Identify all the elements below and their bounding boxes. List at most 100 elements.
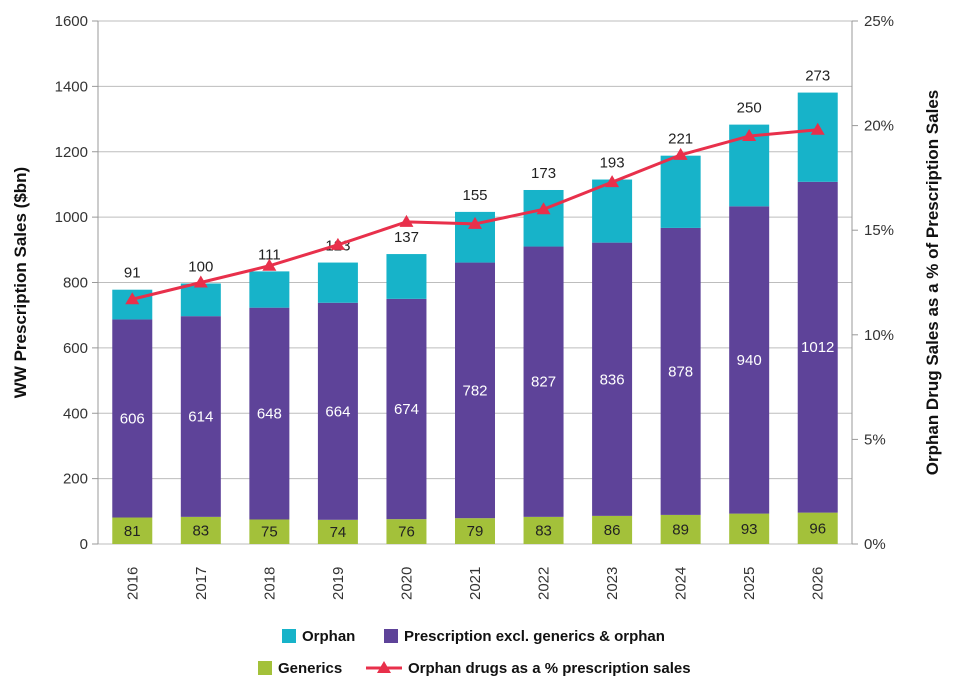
data-label: 827	[531, 374, 556, 391]
bar-generics	[797, 512, 838, 544]
bar-prescription	[797, 181, 838, 513]
bar-orphan	[386, 254, 427, 299]
y-tick-label: 1000	[55, 209, 88, 226]
data-label: 664	[325, 403, 350, 420]
data-label: 76	[398, 524, 415, 541]
bar-generics	[455, 518, 495, 544]
y-right-tick-label: 25%	[864, 13, 894, 30]
x-tick-label: 2019	[330, 567, 347, 600]
legend-swatch	[384, 629, 398, 643]
data-label: 782	[462, 382, 487, 399]
bar-generics	[317, 519, 358, 544]
y-tick-label: 600	[63, 340, 88, 357]
bar-prescription	[317, 302, 358, 520]
data-label: 81	[124, 523, 141, 540]
y-tick-label: 1400	[55, 78, 88, 95]
bar-prescription	[660, 227, 701, 515]
legend-marker-icon	[377, 661, 391, 673]
x-tick-label: 2024	[673, 567, 690, 600]
data-label: 250	[737, 100, 762, 117]
line-marker	[330, 237, 345, 250]
data-label: 155	[462, 187, 487, 204]
legend-label: Orphan	[302, 628, 355, 645]
bar-generics	[249, 519, 290, 544]
bar-generics	[729, 513, 770, 544]
line-marker	[262, 258, 277, 271]
data-label: 83	[192, 522, 209, 539]
x-tick-label: 2022	[536, 567, 553, 600]
x-tick-label: 2016	[124, 567, 141, 600]
data-label: 74	[330, 524, 347, 541]
line-marker	[125, 292, 140, 305]
line-marker	[399, 214, 414, 227]
data-label: 940	[737, 352, 762, 369]
y-right-tick-label: 20%	[864, 118, 894, 135]
line-marker	[810, 122, 825, 135]
x-tick-label: 2018	[261, 567, 278, 600]
data-label: 137	[394, 229, 419, 246]
bar-prescription	[455, 262, 495, 519]
line-marker	[468, 216, 482, 229]
legend-swatch	[258, 661, 272, 675]
data-label: 93	[741, 521, 758, 538]
bar-prescription	[523, 246, 564, 517]
data-label: 89	[672, 521, 689, 538]
data-label: 86	[604, 522, 621, 539]
bar-prescription	[592, 242, 633, 516]
legend-label: Orphan drugs as a % prescription sales	[408, 660, 691, 677]
line-marker	[193, 275, 208, 288]
x-tick-label: 2026	[810, 567, 827, 600]
x-tick-label: 2021	[467, 567, 484, 600]
data-label: 173	[531, 165, 556, 182]
bar-orphan	[180, 283, 221, 317]
y-tick-label: 200	[63, 471, 88, 488]
legend-label: Generics	[278, 660, 342, 677]
data-label: 111	[258, 246, 281, 263]
x-tick-label: 2025	[741, 567, 758, 600]
x-tick-label: 2017	[193, 567, 210, 600]
bar-prescription	[386, 298, 427, 520]
x-tick-label: 2020	[398, 567, 415, 600]
bar-prescription	[249, 307, 290, 520]
bar-orphan	[592, 179, 633, 243]
bar-generics	[386, 519, 427, 544]
y-tick-label: 1200	[55, 144, 88, 161]
line-marker	[536, 202, 551, 215]
bar-orphan	[523, 189, 564, 247]
y-axis-title: WW Prescription Sales ($bn)	[11, 167, 30, 398]
bar-prescription	[112, 319, 153, 518]
bar-prescription	[729, 206, 770, 514]
line-marker	[605, 175, 620, 188]
bar-generics	[112, 517, 153, 544]
bar-orphan	[660, 155, 701, 228]
data-label: 606	[120, 410, 145, 427]
bar-generics	[592, 515, 633, 544]
x-tick-label: 2023	[604, 567, 621, 600]
bar-generics	[180, 516, 221, 544]
data-label: 83	[535, 522, 552, 539]
y-tick-label: 0	[80, 536, 88, 553]
y-right-tick-label: 0%	[864, 536, 886, 553]
y-right-tick-label: 10%	[864, 327, 894, 344]
data-label: 91	[124, 265, 141, 282]
y-right-tick-label: 5%	[864, 431, 886, 448]
data-label: 674	[394, 401, 419, 418]
data-label: 614	[188, 409, 213, 426]
bar-orphan	[249, 271, 290, 308]
bar-generics	[660, 514, 701, 544]
bar-orphan	[317, 262, 358, 303]
data-label: 836	[600, 371, 625, 388]
y-tick-label: 800	[63, 275, 88, 292]
y-tick-label: 1600	[55, 13, 88, 30]
y-right-axis-title: Orphan Drug Sales as a % of Prescription…	[923, 90, 942, 475]
line-marker	[673, 147, 688, 160]
data-label: 79	[467, 523, 484, 540]
legend-swatch	[282, 629, 296, 643]
y-tick-label: 400	[63, 405, 88, 422]
bar-prescription	[180, 316, 221, 517]
data-label: 1012	[801, 339, 834, 356]
data-label: 648	[257, 406, 282, 423]
legend-label: Prescription excl. generics & orphan	[404, 628, 665, 645]
data-label: 273	[805, 68, 830, 85]
